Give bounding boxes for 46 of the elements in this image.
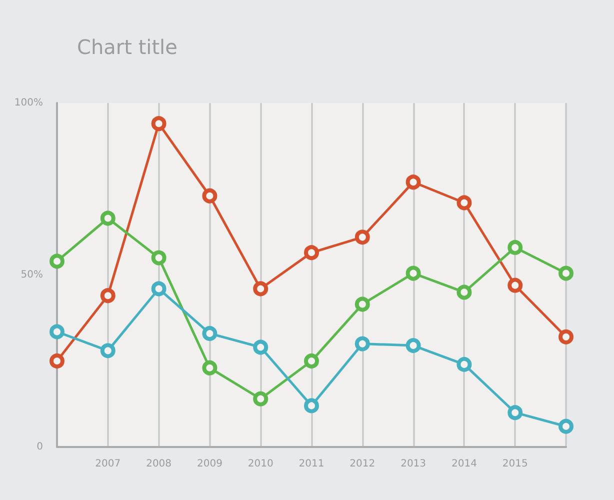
x-tick-label: 2008 [146, 458, 172, 470]
point [151, 250, 166, 266]
chart-title: Chart title [77, 35, 178, 59]
x-tick-label: 2012 [350, 458, 376, 470]
point [456, 195, 472, 210]
point [50, 324, 64, 340]
point [406, 266, 421, 281]
point [508, 240, 523, 255]
point [406, 338, 421, 354]
point [202, 188, 218, 204]
y-tick-label: 50% [20, 270, 43, 280]
point [253, 281, 268, 296]
x-tick-label: 2007 [95, 458, 121, 470]
point [558, 418, 574, 434]
point [151, 116, 166, 132]
x-tick-label: 2013 [400, 458, 426, 470]
point [456, 284, 472, 300]
x-tick-label: 2009 [196, 458, 222, 470]
point [558, 266, 574, 281]
x-tick-label: 2015 [502, 458, 528, 470]
point [202, 360, 218, 376]
point [406, 174, 421, 190]
point [304, 398, 319, 414]
y-tick-label: 0 [36, 442, 43, 452]
x-tick-label: 2010 [248, 458, 274, 470]
y-tick-label: 100% [14, 98, 43, 108]
x-tick-label: 2014 [451, 458, 477, 470]
point [304, 245, 319, 260]
point [50, 254, 64, 269]
point [304, 354, 319, 368]
point [508, 278, 523, 293]
point [354, 336, 370, 352]
point [151, 281, 166, 296]
point [100, 288, 116, 304]
x-tick-label: 2011 [298, 458, 324, 470]
point [100, 343, 116, 358]
point [508, 405, 523, 420]
point [202, 326, 218, 341]
point [50, 354, 64, 368]
point [253, 391, 268, 406]
point [456, 356, 472, 372]
point [354, 296, 370, 312]
point [253, 340, 268, 355]
point [100, 210, 116, 226]
point [558, 329, 574, 344]
point [354, 230, 370, 245]
